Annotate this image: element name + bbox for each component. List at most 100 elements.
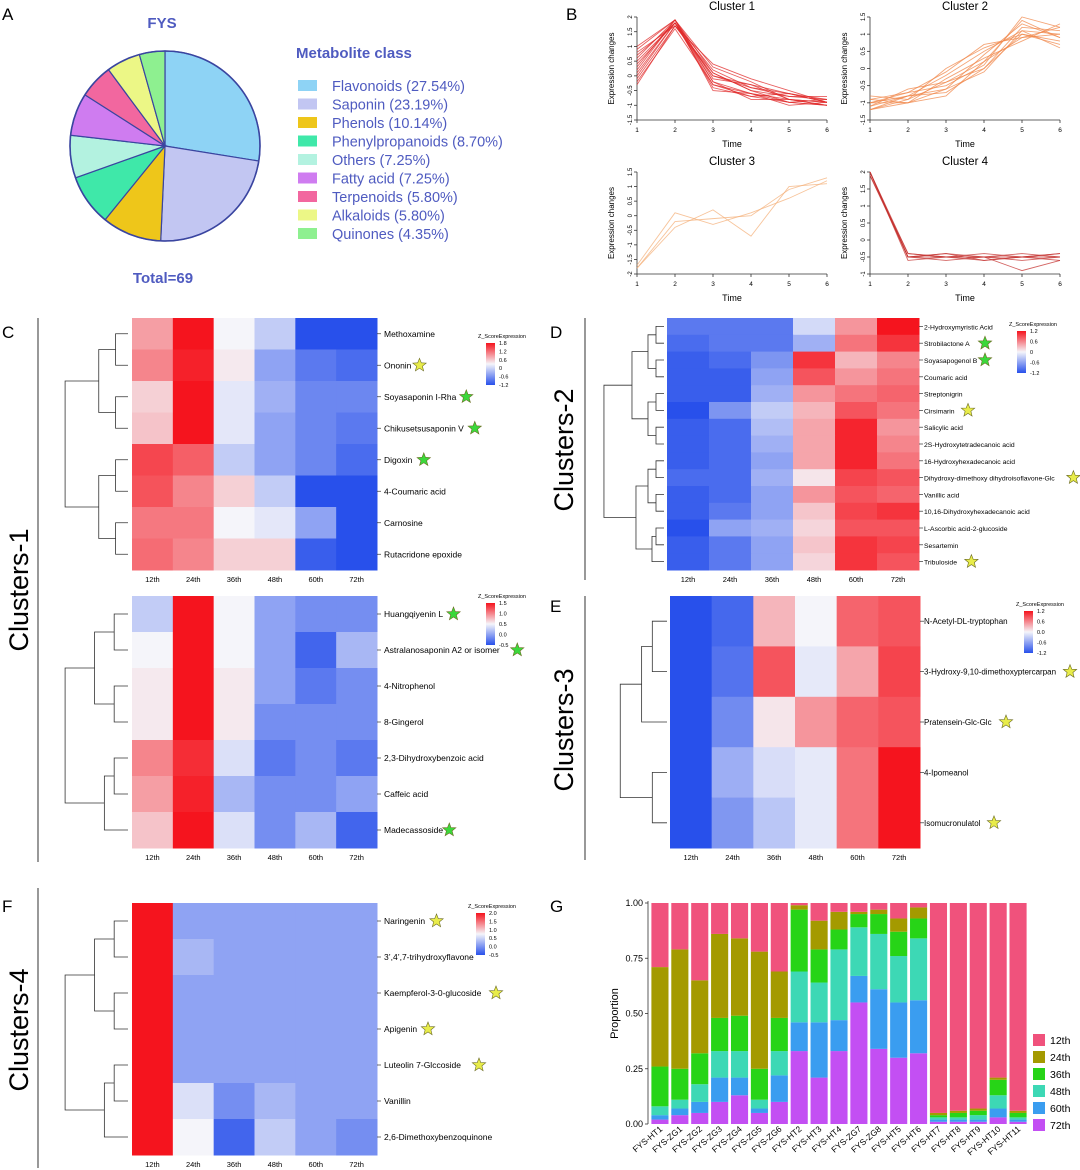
bar-segment-12th <box>910 903 928 908</box>
legend-tick-label: 0 <box>1030 350 1033 356</box>
row-label: Soyasaponin I-Rha <box>384 392 457 402</box>
yellow-star-icon <box>986 814 1002 830</box>
y-tick-label: -0.5 <box>628 85 634 96</box>
bar-segment-72th <box>1009 1121 1027 1124</box>
heatmap-cell <box>172 1083 215 1120</box>
heatmap-cell <box>751 452 794 470</box>
heatmap-cell <box>213 349 255 382</box>
legend-label-60th: 60th <box>1050 1103 1071 1115</box>
column-label: 72th <box>892 853 907 862</box>
heatmap-cell <box>878 696 921 748</box>
heatmap-cell <box>132 596 174 633</box>
heatmap-cell <box>667 318 710 336</box>
heatmap-cell <box>670 747 713 799</box>
legend-swatch-24th <box>1033 1051 1045 1063</box>
legend-swatch-saponin <box>298 98 317 110</box>
heatmap-cell <box>709 318 752 336</box>
heatmap-cell <box>751 502 794 521</box>
bar-segment-72th <box>870 1048 888 1124</box>
heatmap-cell <box>667 486 710 504</box>
x-axis-title: Time <box>722 139 742 149</box>
green-star-icon <box>441 822 457 837</box>
heatmap-cell <box>213 596 255 633</box>
heatmap-cell <box>709 486 752 504</box>
heatmap-cell <box>336 507 378 539</box>
series-line <box>636 25 828 103</box>
heatmap-cell <box>254 776 296 813</box>
bar-segment-72th <box>989 1117 1007 1124</box>
y-tick-label: 0.75 <box>625 953 643 963</box>
bar-segment-12th <box>850 903 868 912</box>
dendrogram-branch <box>113 920 128 958</box>
y-tick-label: 0.5 <box>861 218 867 227</box>
row-label: Pratensein-Glc-Glc <box>924 718 992 727</box>
legend-tick-label: 1.2 <box>1030 329 1038 335</box>
y-tick-label: 1.00 <box>625 898 643 908</box>
heatmap-cell <box>213 538 255 571</box>
dendrogram-branch <box>115 333 128 366</box>
heatmap-cell <box>172 349 215 382</box>
bar-segment-60th <box>790 1022 808 1052</box>
y-tick-label: 0.00 <box>625 1119 643 1129</box>
bar-segment-12th <box>949 903 967 1111</box>
x-tick-label: 5 <box>787 281 791 288</box>
x-axis-title: Time <box>955 139 975 149</box>
series-line <box>869 171 1060 258</box>
pie-slice-flavonoids <box>164 50 261 162</box>
heatmap-cell <box>709 334 752 353</box>
heatmap-cell <box>132 538 174 571</box>
legend-colorbar <box>486 343 495 385</box>
heatmap-cell <box>709 469 752 487</box>
dendrogram-branch <box>655 494 664 512</box>
heatmap-cell <box>336 1011 378 1048</box>
heatmap-cell <box>295 412 337 445</box>
heatmap-cell <box>213 1011 255 1048</box>
series-line <box>636 19 828 103</box>
column-label: 60th <box>850 853 865 862</box>
yellow-star-icon <box>488 985 504 1000</box>
bar-segment-36th <box>770 1017 788 1052</box>
heatmap-cell <box>172 939 215 976</box>
bar-segment-12th <box>969 903 987 1109</box>
column-label: 72th <box>349 1160 364 1169</box>
y-axis-title: Expression changes <box>607 187 616 259</box>
panel-label-f: F <box>2 897 12 916</box>
bar-segment-12th <box>750 903 768 952</box>
series-line <box>636 25 828 106</box>
green-star-icon <box>416 451 432 467</box>
heatmap-cell <box>753 646 796 698</box>
row-label: Vanillin <box>384 1096 411 1106</box>
heatmap-cell <box>254 538 296 571</box>
dendrogram-branch <box>103 775 128 831</box>
bar-segment-36th <box>830 929 848 950</box>
heatmap-cell <box>295 812 337 849</box>
heatmap-cell <box>295 318 337 350</box>
bar-segment-60th <box>989 1108 1007 1118</box>
cluster-title: Cluster 3 <box>709 156 755 168</box>
heatmap-cell <box>667 502 710 521</box>
yellow-star-icon <box>1062 663 1078 678</box>
row-label: Astralanosaponin A2 or isomer <box>384 645 500 655</box>
heatmap-cell <box>836 596 879 647</box>
heatmap-cell <box>254 444 296 476</box>
legend-label-72th: 72th <box>1050 1120 1071 1132</box>
legend-tick-label: -0.6 <box>1037 641 1046 647</box>
heatmap-cell <box>213 939 255 976</box>
heatmap-cell <box>793 402 836 420</box>
bar-segment-72th <box>691 1112 709 1124</box>
row-label: N-Acetyl-DL-tryptophan <box>924 617 1008 626</box>
heatmap-cell <box>132 740 174 777</box>
heatmap-cell <box>795 646 838 698</box>
y-tick-label: 0.50 <box>625 1009 643 1019</box>
bar-segment-72th <box>790 1051 808 1124</box>
heatmap-cell <box>295 776 337 813</box>
heatmap-cell <box>336 903 378 940</box>
heatmap-cell <box>132 412 174 445</box>
row-label: Coumaric acid <box>924 375 968 382</box>
heatmap-cell <box>254 632 296 669</box>
heatmap-cell <box>670 646 713 698</box>
bar-segment-60th <box>949 1119 967 1122</box>
heatmap-cell <box>213 776 255 813</box>
column-label: 24th <box>725 853 740 862</box>
